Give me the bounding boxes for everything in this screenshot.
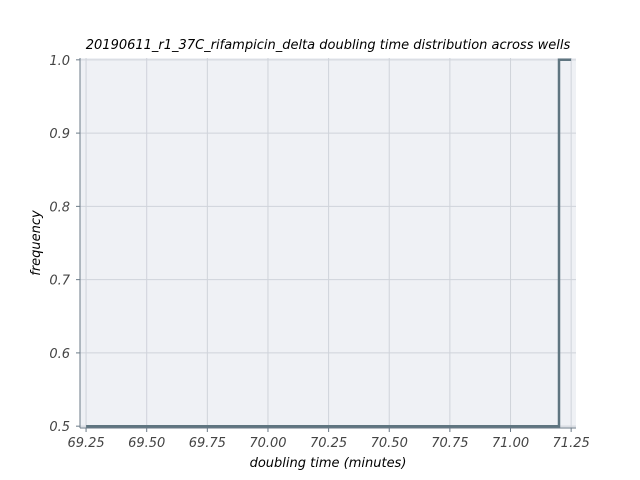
x-tick-label: 71.25: [553, 436, 590, 451]
tick-layer: 69.25 69.50 69.75 70.00 70.25 70.50 70.75 71.00…: [49, 54, 589, 451]
chart-title: 20190611_r1_37C_rifampicin_delta doublin…: [86, 38, 571, 53]
plot-background: [80, 58, 576, 428]
y-tick-label: 0.6: [49, 347, 70, 362]
x-tick-label: 70.25: [310, 436, 347, 451]
series-layer: [86, 58, 572, 428]
x-tick-label: 69.50: [128, 436, 165, 451]
x-axis-label: doubling time (minutes): [250, 456, 407, 471]
x-tick-label: 71.00: [492, 436, 529, 451]
series-line: [86, 58, 572, 428]
x-tick-label: 70.50: [371, 436, 408, 451]
x-tick-label: 69.25: [67, 436, 104, 451]
grid-lines: [80, 58, 576, 428]
y-tick-label: 0.7: [49, 274, 70, 289]
y-axis-label: frequency: [29, 210, 44, 276]
x-tick-label: 70.00: [249, 436, 286, 451]
x-tick-label: 70.75: [431, 436, 468, 451]
x-tick-label: 69.75: [189, 436, 226, 451]
y-tick-label: 0.9: [49, 127, 70, 142]
y-tick-label: 0.5: [49, 420, 70, 435]
y-tick-label: 1.0: [49, 54, 70, 69]
y-tick-label: 0.8: [49, 200, 70, 215]
